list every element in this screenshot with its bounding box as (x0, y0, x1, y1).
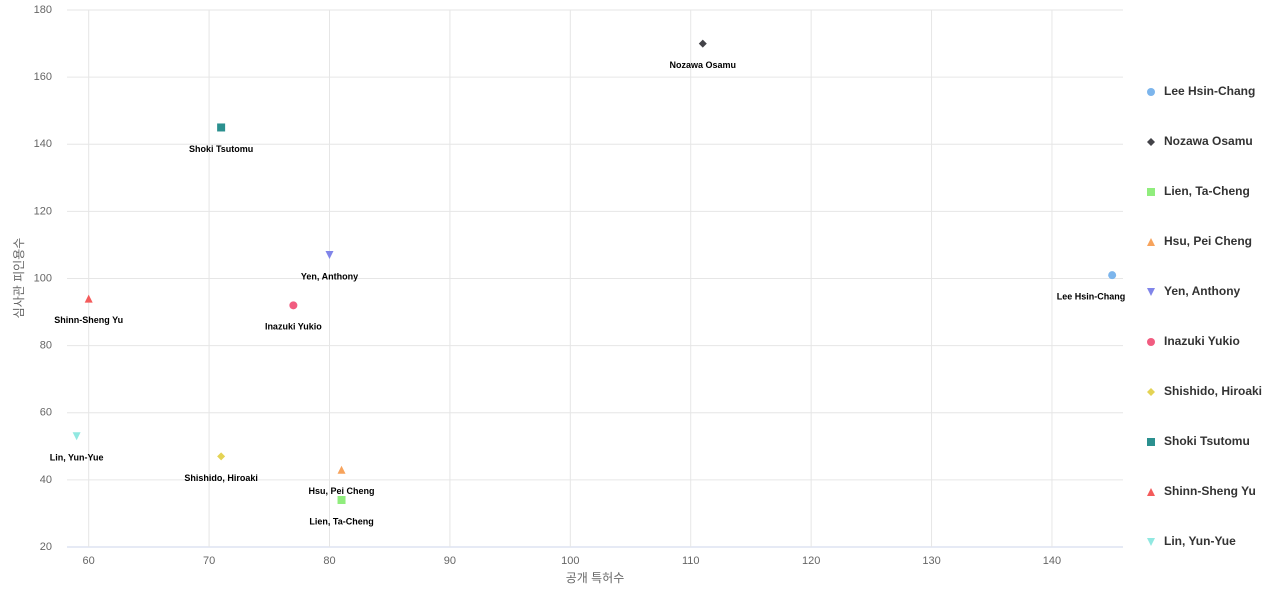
legend-label: Hsu, Pei Cheng (1164, 234, 1252, 248)
x-tick-label: 140 (1043, 555, 1061, 567)
data-label: Shishido, Hiroaki (184, 473, 258, 483)
legend-label: Shoki Tsutomu (1164, 434, 1250, 448)
legend-symbol (1147, 538, 1155, 546)
y-axis-title: 심사관 피인용수 (12, 238, 26, 319)
legend-label: Yen, Anthony (1164, 284, 1241, 298)
data-label: Shoki Tsutomu (189, 144, 253, 154)
y-tick-label: 180 (34, 4, 52, 16)
legend-symbol (1147, 238, 1155, 246)
point (337, 496, 346, 505)
legend-label: Nozawa Osamu (1164, 134, 1253, 148)
x-tick-label: 110 (682, 555, 700, 567)
legend-symbol (1147, 88, 1155, 96)
x-tick-label: 120 (802, 555, 820, 567)
point (84, 294, 93, 303)
point (289, 301, 298, 310)
y-tick-label: 100 (34, 272, 52, 284)
point (217, 123, 226, 132)
legend-symbol (1147, 288, 1155, 296)
point (698, 39, 707, 48)
legend-symbol (1147, 138, 1155, 146)
point (217, 452, 226, 461)
data-label: Lien, Ta-Cheng (309, 516, 373, 526)
data-label: Hsu, Pei Cheng (309, 486, 375, 496)
legend-label: Lien, Ta-Cheng (1164, 184, 1250, 198)
legend-symbol (1147, 388, 1155, 396)
y-tick-label: 140 (34, 138, 52, 150)
legend-symbol (1147, 488, 1155, 496)
legend-label: Lin, Yun-Yue (1164, 534, 1236, 548)
data-label: Yen, Anthony (301, 271, 358, 281)
data-label: Nozawa Osamu (670, 60, 737, 70)
x-tick-label: 80 (323, 555, 335, 567)
x-axis-title: 공개 특허수 (566, 571, 625, 585)
legend-label: Lee Hsin-Chang (1164, 84, 1255, 98)
legend-label: Shinn-Sheng Yu (1164, 484, 1256, 498)
x-tick-label: 70 (203, 555, 215, 567)
legend-label: Shishido, Hiroaki (1164, 384, 1262, 398)
legend-symbol (1147, 338, 1155, 346)
y-tick-label: 40 (40, 474, 52, 486)
data-label: Lee Hsin-Chang (1057, 292, 1126, 302)
legend-symbol (1147, 438, 1155, 446)
data-label: Inazuki Yukio (265, 322, 322, 332)
y-tick-label: 80 (40, 340, 52, 352)
data-label: Lin, Yun-Yue (50, 453, 104, 463)
x-tick-label: 130 (922, 555, 940, 567)
data-label: Shinn-Sheng Yu (54, 315, 123, 325)
y-tick-label: 20 (40, 541, 52, 553)
y-tick-label: 120 (34, 205, 52, 217)
point (325, 251, 334, 260)
x-tick-label: 60 (83, 555, 95, 567)
point (1108, 271, 1117, 280)
point (72, 432, 81, 441)
legend-symbol (1147, 188, 1155, 196)
point (337, 465, 346, 474)
y-tick-label: 60 (40, 407, 52, 419)
x-tick-label: 90 (444, 555, 456, 567)
legend-label: Inazuki Yukio (1164, 334, 1240, 348)
x-tick-label: 100 (561, 555, 579, 567)
y-tick-label: 160 (34, 71, 52, 83)
